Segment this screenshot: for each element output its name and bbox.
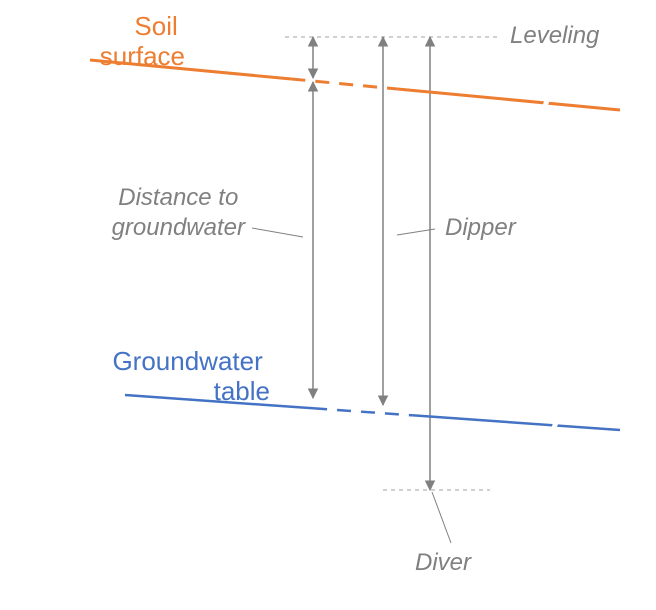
soil-surface-label: Soil surface [100,11,185,71]
dipper-label: Dipper [445,214,517,241]
diver-leader [432,492,451,543]
soil-break-mark [539,89,551,123]
leveling-label: Leveling [510,22,600,49]
groundwater-table-line [125,395,620,430]
distance-leader [252,228,303,237]
diver-label: Diver [415,549,472,576]
distance-to-groundwater-label: Distance to groundwater [112,184,246,241]
